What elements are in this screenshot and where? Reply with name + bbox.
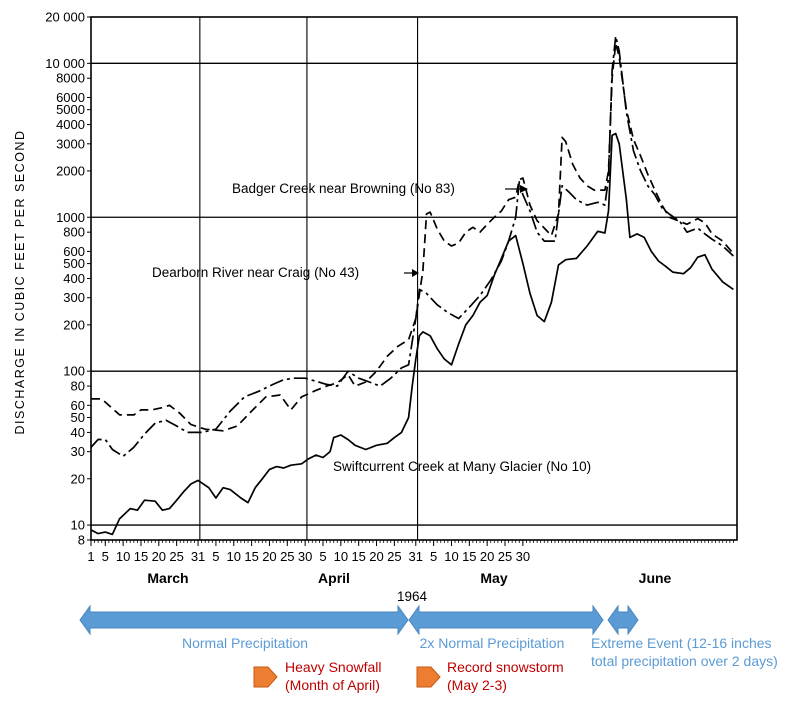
annotation-dearborn-text: Dearborn River near Craig (No 43)	[152, 265, 359, 280]
x-tick-label: 10	[334, 549, 348, 564]
month-label-may: May	[480, 570, 507, 586]
callout-marker-icon	[416, 666, 441, 688]
y-tick-label: 20	[71, 471, 85, 486]
x-tick-label: 10	[116, 549, 130, 564]
callout-snowfall-line1: Heavy Snowfall	[285, 659, 382, 675]
x-tick-label: 20	[262, 549, 276, 564]
month-label-june: June	[639, 570, 672, 586]
y-tick-label: 80	[71, 379, 85, 394]
y-tick-label: 10 000	[45, 56, 85, 71]
annotation-badger: Badger Creek near Browning (No 83)	[232, 181, 528, 196]
grid	[90, 16, 738, 541]
y-axis-label: DISCHARGE IN CUBIC FEET PER SECOND	[13, 130, 27, 435]
y-tick-label: 20 000	[45, 10, 85, 25]
y-tick-label: 500	[63, 256, 85, 271]
y-tick-label: 2000	[56, 163, 85, 178]
callout-heavy-snowfall: Heavy Snowfall (Month of April)	[253, 659, 382, 693]
series-line-2	[90, 132, 734, 536]
x-tick-label: 25	[169, 549, 183, 564]
period-normal-label: Normal Precipitation	[182, 635, 308, 651]
y-tick-label: 400	[63, 271, 85, 286]
y-tick-label: 8000	[56, 71, 85, 86]
x-tick-label: 15	[351, 549, 365, 564]
y-tick-label: 40	[71, 425, 85, 440]
y-tick-label: 100	[63, 364, 85, 379]
x-tick-label: 5	[430, 549, 437, 564]
arrow-normal-period	[79, 604, 409, 636]
x-tick-label: 5	[102, 549, 109, 564]
series-line-1	[90, 35, 734, 458]
y-tick-label: 4000	[56, 117, 85, 132]
series-line-0	[91, 42, 735, 432]
y-tick-label: 300	[63, 290, 85, 305]
annotation-swiftcurrent: Swiftcurrent Creek at Many Glacier (No 1…	[333, 459, 591, 474]
y-tick-label: 50	[71, 410, 85, 425]
series-lines	[90, 35, 735, 536]
x-tick-label: 10	[444, 549, 458, 564]
x-tick-label: 30	[516, 549, 530, 564]
x-tick-label: 30	[298, 549, 312, 564]
arrow-extreme-period	[607, 604, 639, 636]
y-tick-label: 600	[63, 244, 85, 259]
x-tick-label: 31	[409, 549, 423, 564]
x-tick-label: 15	[134, 549, 148, 564]
y-tick-label: 6000	[56, 90, 85, 105]
x-tick-label: 15	[244, 549, 258, 564]
annotation-dearborn: Dearborn River near Craig (No 43)	[152, 265, 419, 280]
callout-record-snowstorm: Record snowstorm (May 2-3)	[416, 659, 564, 693]
callout-marker-icon	[253, 666, 278, 688]
x-tick-label: 25	[280, 549, 294, 564]
month-label-april: April	[318, 570, 350, 586]
tick-labels: 8102030405060801002003004005006008001000…	[45, 10, 734, 564]
year-label: 1964	[397, 589, 428, 604]
callout-storm-line2: (May 2-3)	[447, 677, 507, 693]
y-tick-label: 30	[71, 444, 85, 459]
period-arrows	[79, 604, 639, 636]
x-tick-label: 5	[319, 549, 326, 564]
y-tick-label: 10	[71, 518, 85, 533]
period-double-label: 2x Normal Precipitation	[420, 635, 565, 651]
y-tick-label: 5000	[56, 102, 85, 117]
month-label-march: March	[147, 570, 188, 586]
arrow-double-period	[408, 604, 604, 636]
x-tick-label: 20	[152, 549, 166, 564]
callout-storm-line1: Record snowstorm	[447, 659, 564, 675]
x-tick-label: 31	[191, 549, 205, 564]
period-extreme-label-1: Extreme Event (12-16 inches	[591, 635, 772, 651]
x-tick-label: 1	[87, 549, 94, 564]
y-tick-label: 8	[78, 533, 85, 548]
callout-snowfall-line2: (Month of April)	[285, 677, 380, 693]
x-tick-label: 25	[387, 549, 401, 564]
y-tick-label: 800	[63, 225, 85, 240]
x-tick-label: 5	[212, 549, 219, 564]
y-tick-label: 60	[71, 398, 85, 413]
x-tick-label: 20	[480, 549, 494, 564]
y-tick-label: 1000	[56, 210, 85, 225]
x-tick-label: 25	[498, 549, 512, 564]
annotation-swiftcurrent-text: Swiftcurrent Creek at Many Glacier (No 1…	[333, 459, 591, 474]
x-tick-label: 10	[227, 549, 241, 564]
y-tick-label: 3000	[56, 136, 85, 151]
y-tick-label: 200	[63, 317, 85, 332]
x-tick-label: 20	[369, 549, 383, 564]
x-tick-label: 15	[462, 549, 476, 564]
annotation-badger-text: Badger Creek near Browning (No 83)	[232, 181, 455, 196]
period-extreme-label-2: total precipitation over 2 days)	[591, 653, 778, 669]
